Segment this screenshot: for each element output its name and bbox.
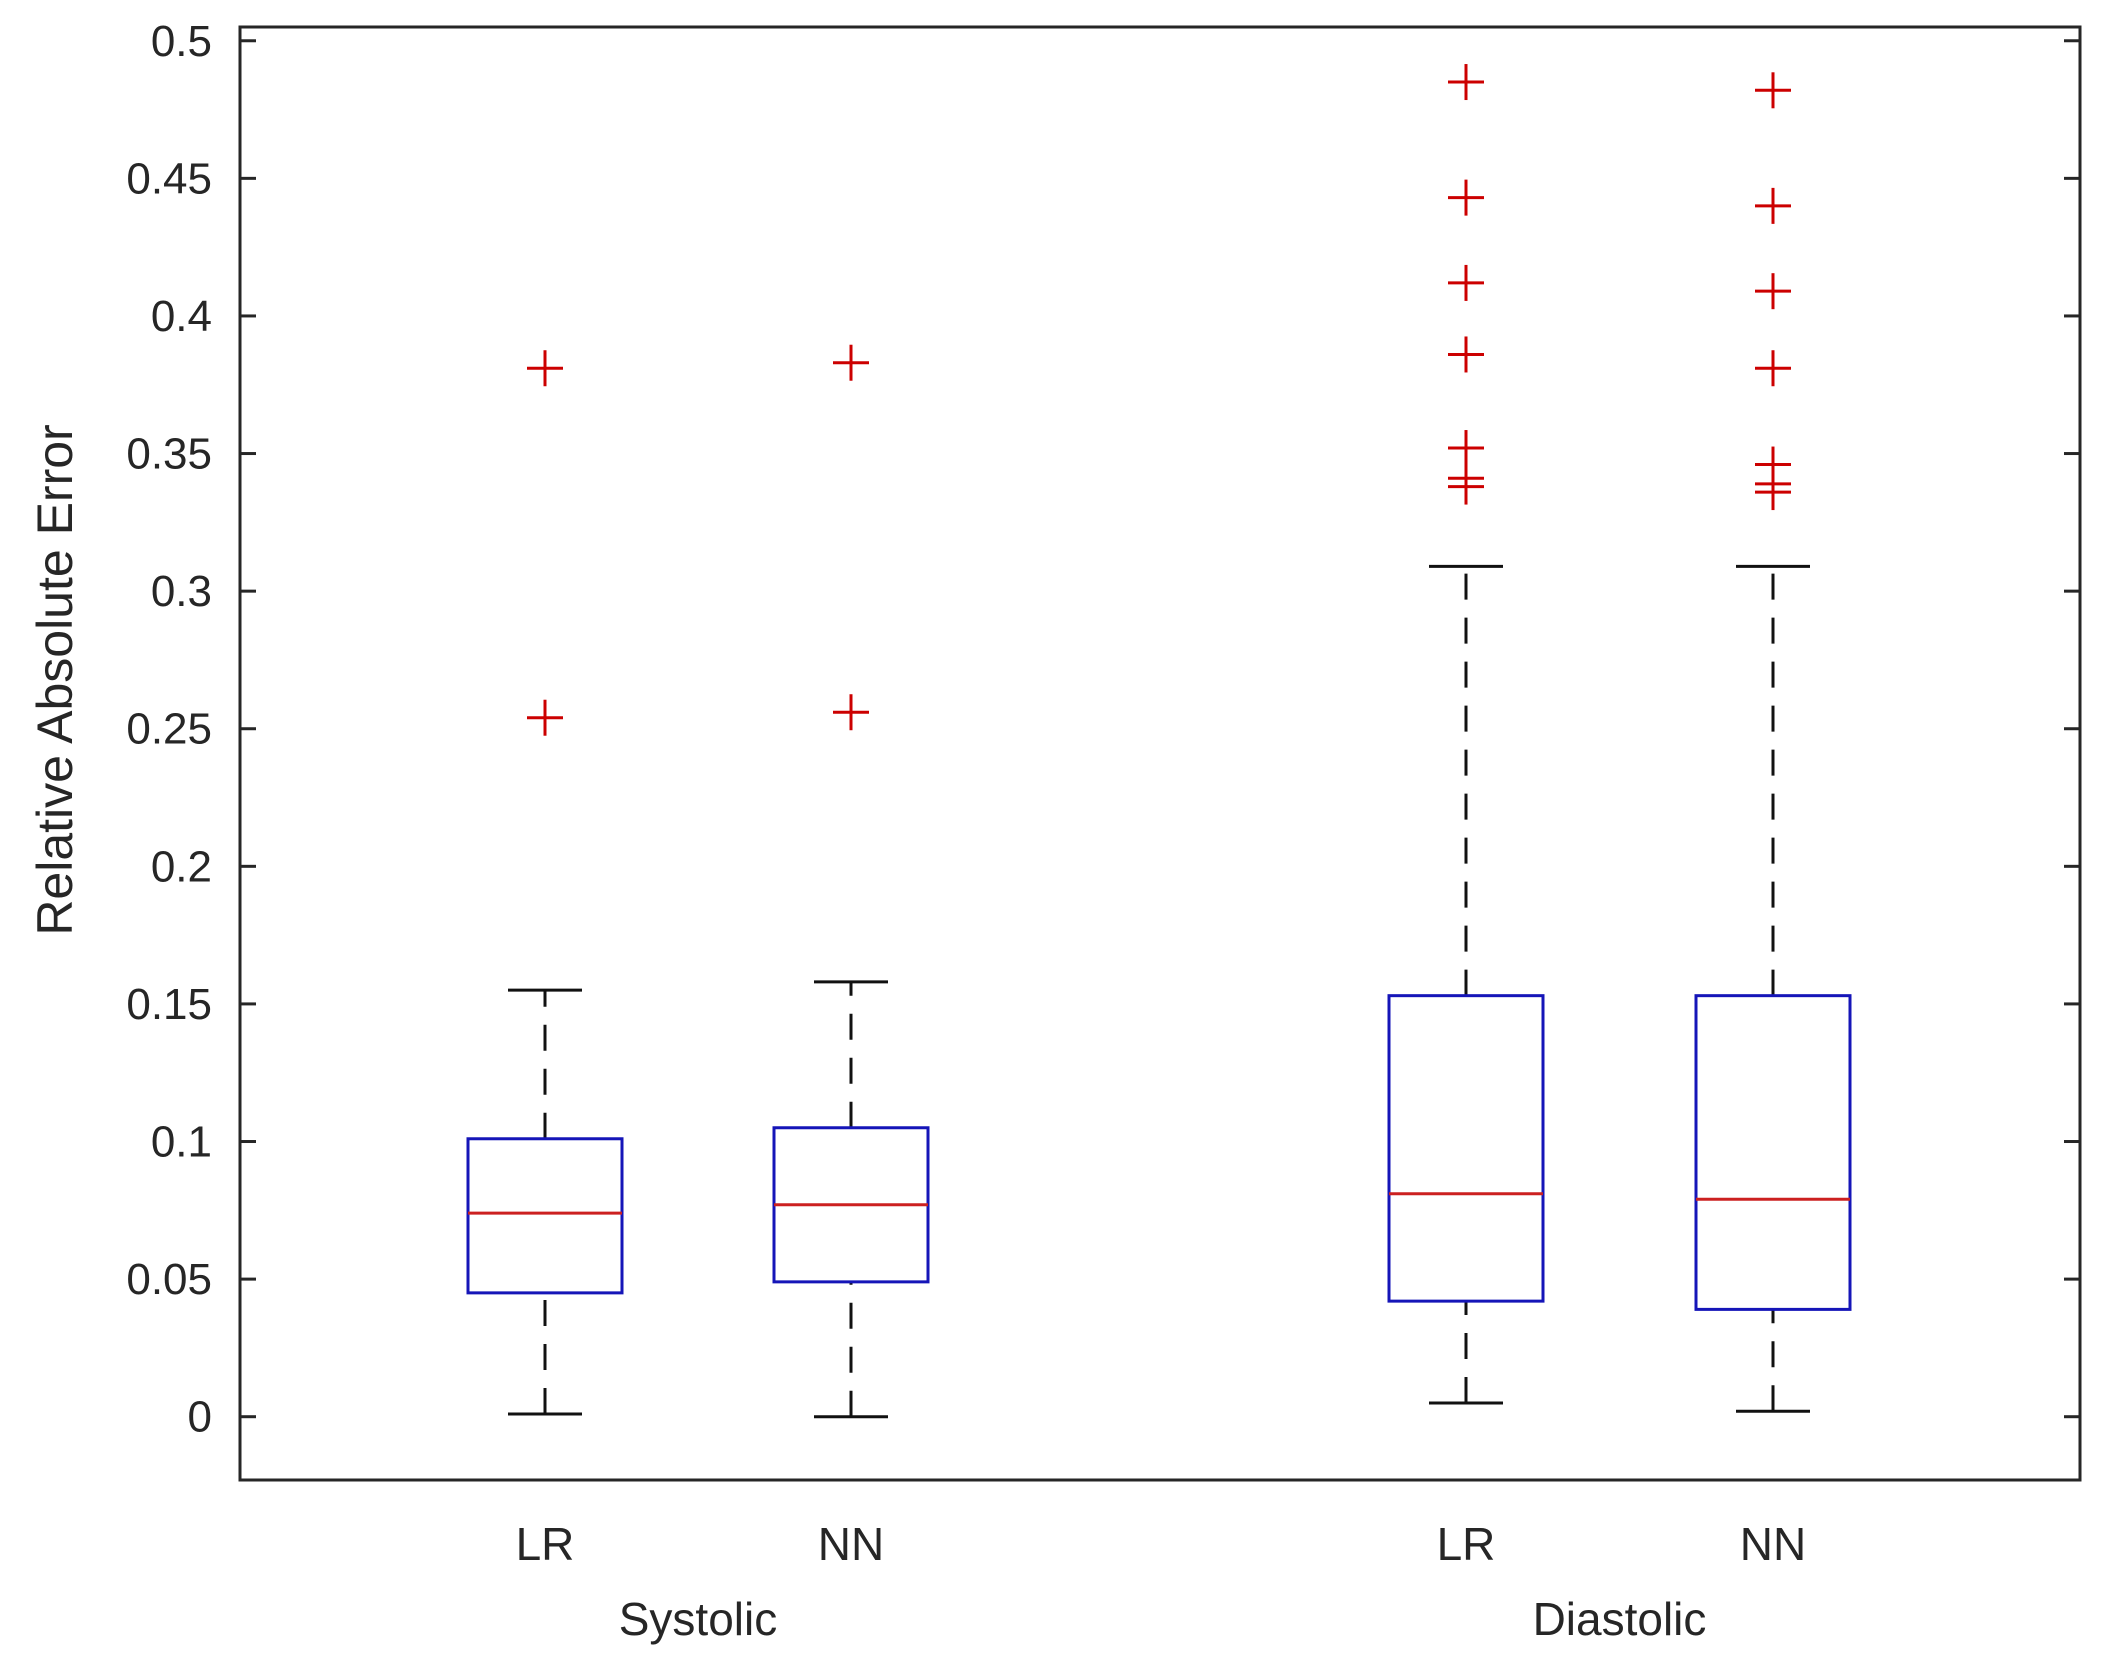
box-systolic-lr xyxy=(466,350,624,1416)
y-tick-label: 0.5 xyxy=(151,17,212,66)
box-diastolic-nn xyxy=(1694,72,1852,1413)
y-tick-label: 0.45 xyxy=(126,154,212,203)
outlier-marker xyxy=(833,694,869,731)
y-tick-label: 0.1 xyxy=(151,1118,212,1167)
outlier-marker xyxy=(1448,264,1484,301)
outlier-marker xyxy=(1448,430,1484,467)
y-tick-label: 0.3 xyxy=(151,567,212,616)
outlier-marker xyxy=(1448,460,1484,497)
y-tick-label: 0.35 xyxy=(126,430,212,479)
outlier-marker xyxy=(1755,187,1791,224)
category-labels: LR NN LR NN Systolic Diastolic xyxy=(516,1518,1807,1645)
outlier-marker xyxy=(1448,336,1484,373)
boxes xyxy=(466,64,1852,1419)
box-diastolic-lr xyxy=(1387,64,1545,1405)
box-iqr xyxy=(1387,994,1545,1303)
category-label: LR xyxy=(516,1518,575,1570)
y-tick-label: 0 xyxy=(188,1393,212,1442)
y-tick-label: 0.25 xyxy=(126,705,212,754)
box-systolic-nn xyxy=(772,344,930,1419)
plot-frame xyxy=(238,25,2082,1482)
y-tick-label: 0.05 xyxy=(126,1255,212,1304)
box-iqr xyxy=(466,1137,624,1295)
group-label: Systolic xyxy=(619,1593,777,1645)
y-tick-label: 0.2 xyxy=(151,842,212,891)
outlier-marker xyxy=(1448,64,1484,101)
category-label: NN xyxy=(1740,1518,1806,1570)
group-label: Diastolic xyxy=(1533,1593,1707,1645)
outlier-marker xyxy=(1755,273,1791,310)
outlier-marker xyxy=(527,699,563,736)
y-tick-label: 0.15 xyxy=(126,980,212,1029)
category-label: NN xyxy=(818,1518,884,1570)
outlier-marker xyxy=(1448,179,1484,216)
y-axis-title: Relative Absolute Error xyxy=(27,424,83,935)
y-ticks: 0 0.05 0.1 0.15 0.2 0.25 0.3 0.35 0.4 0.45 0.5 xyxy=(126,17,2080,1442)
outlier-marker xyxy=(527,350,563,387)
outlier-marker xyxy=(1755,446,1791,483)
box-iqr xyxy=(1694,994,1852,1311)
category-label: LR xyxy=(1437,1518,1496,1570)
y-tick-label: 0.4 xyxy=(151,292,212,341)
outlier-marker xyxy=(1755,350,1791,387)
outlier-marker xyxy=(1755,72,1791,109)
outlier-marker xyxy=(833,344,869,381)
